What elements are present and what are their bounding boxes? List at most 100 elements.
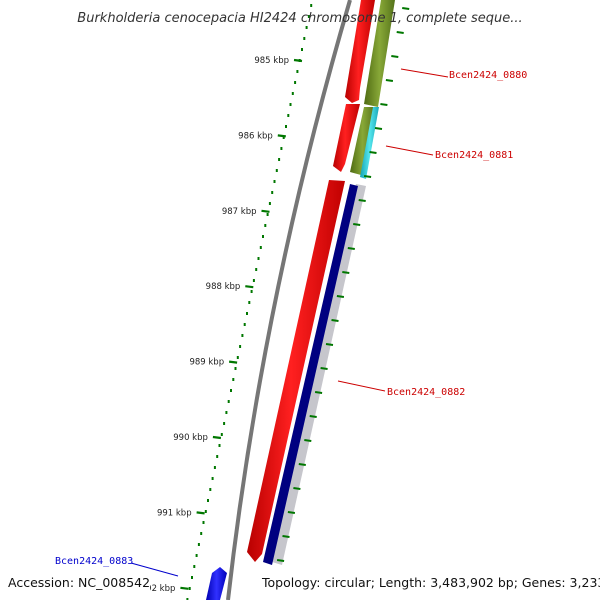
scale-dot (191, 576, 193, 579)
minor-tick (369, 151, 377, 154)
minor-tick (396, 31, 404, 34)
scale-dot (197, 543, 200, 546)
leader-line-0882 (337, 380, 386, 392)
minor-tick (363, 175, 372, 178)
scale-dot (287, 114, 290, 117)
scale-dot (301, 48, 303, 51)
scale-dot (211, 477, 214, 480)
gene-bcen2424-0883-cds[interactable] (206, 567, 227, 600)
scale-dot (248, 301, 251, 304)
gene-label-bcen2424-0880[interactable]: Bcen2424_0880 (449, 70, 527, 81)
ruler-label-988: 988 kbp (206, 282, 241, 292)
scale-dot (202, 521, 205, 524)
gene-label-bcen2424-0883[interactable]: Bcen2424_0883 (55, 556, 133, 567)
scale-dot (236, 356, 239, 359)
scale-dot (305, 26, 308, 29)
gene-bcen2424-0881-cds[interactable] (333, 104, 360, 172)
minor-tick (331, 319, 339, 322)
scale-dot (193, 565, 196, 568)
scale-dot (241, 334, 244, 337)
ruler-label-986: 986 kbp (238, 131, 273, 141)
minor-tick (325, 343, 334, 346)
ruler-label-985: 985 kbp (254, 56, 289, 66)
scale-dot (280, 147, 283, 150)
scale-dot (266, 213, 269, 216)
scale-dot (275, 169, 278, 172)
cyan-feature (360, 107, 379, 179)
minor-tick (353, 223, 361, 226)
scale-dot (310, 4, 313, 7)
scale-track (186, 4, 313, 600)
scale-dot (246, 312, 248, 315)
scale-dot (239, 345, 242, 348)
leader-line-0883 (130, 562, 179, 577)
ruler-label-991: 991 kbp (157, 508, 192, 518)
grey-feature-band (272, 184, 366, 565)
ruler-tick-988 (245, 285, 254, 289)
scale-dot (213, 466, 216, 469)
scale-dot (243, 323, 246, 326)
ruler-label-990: 990 kbp (173, 433, 208, 443)
ruler-tick-992 (180, 586, 189, 590)
ruler-ticks: 985 kbp 986 kbp 987 kbp 988 kbp 989 kbp 990 k… (141, 56, 303, 594)
map-title: Burkholderia cenocepacia HI2424 chromoso… (77, 11, 522, 26)
minor-tick (314, 391, 323, 394)
leader-line-0880 (400, 68, 449, 78)
scale-dot (200, 532, 203, 535)
minor-tick (304, 439, 312, 442)
minor-tick (347, 247, 355, 250)
gene-label-bcen2424-0882[interactable]: Bcen2424_0882 (387, 387, 465, 398)
scale-dot (216, 455, 219, 458)
scale-dot (294, 81, 297, 84)
scale-dot (289, 103, 292, 106)
leader-line-0881 (385, 145, 434, 156)
scale-dot (264, 224, 267, 227)
minor-tick (385, 79, 394, 82)
scale-dot (291, 92, 294, 95)
minor-tick (320, 367, 328, 370)
ruler-label-987: 987 kbp (222, 207, 257, 217)
scale-dot (273, 180, 276, 183)
scale-dot (209, 488, 212, 491)
scale-dot (232, 378, 235, 381)
footer-background-right (258, 573, 600, 593)
minor-tick (380, 103, 388, 106)
accession-text: Accession: NC_008542 (8, 575, 150, 590)
olive-feature-lower (350, 107, 375, 175)
olive-feature-upper (364, 0, 395, 107)
footer-background (0, 573, 150, 593)
scale-dot (268, 202, 271, 205)
scale-dot (188, 587, 191, 590)
scale-dot (204, 510, 207, 513)
ruler-label-989: 989 kbp (189, 358, 224, 368)
minor-tick (293, 487, 301, 490)
gene-bcen2424-0882-cds[interactable] (247, 180, 345, 562)
gene-label-bcen2424-0881[interactable]: Bcen2424_0881 (435, 150, 513, 161)
ruler-tick-986 (277, 134, 286, 138)
scale-dot (230, 389, 232, 392)
scale-dot (227, 400, 230, 403)
scale-dot (285, 125, 287, 128)
minor-tick (276, 559, 285, 562)
scale-dot (252, 279, 255, 282)
minor-tick (282, 535, 290, 538)
scale-dot (250, 290, 253, 293)
minor-tick (336, 295, 345, 298)
ruler-tick-987 (261, 209, 270, 213)
scale-dot (282, 136, 285, 139)
gene-bcen2424-0880-cds[interactable] (345, 0, 375, 103)
scale-dot (255, 268, 258, 271)
scale-dot (225, 411, 228, 414)
ruler-tick-990 (212, 435, 222, 440)
scale-dot (307, 15, 310, 18)
scale-dot (271, 191, 274, 194)
ruler-tick-989 (228, 360, 238, 364)
navy-feature (263, 184, 358, 565)
scale-dot (303, 37, 306, 40)
scale-dot (186, 598, 189, 600)
ruler-tick-985 (293, 58, 303, 63)
minor-tick (298, 463, 306, 466)
scale-dot (257, 257, 260, 260)
minor-tick (342, 271, 350, 274)
